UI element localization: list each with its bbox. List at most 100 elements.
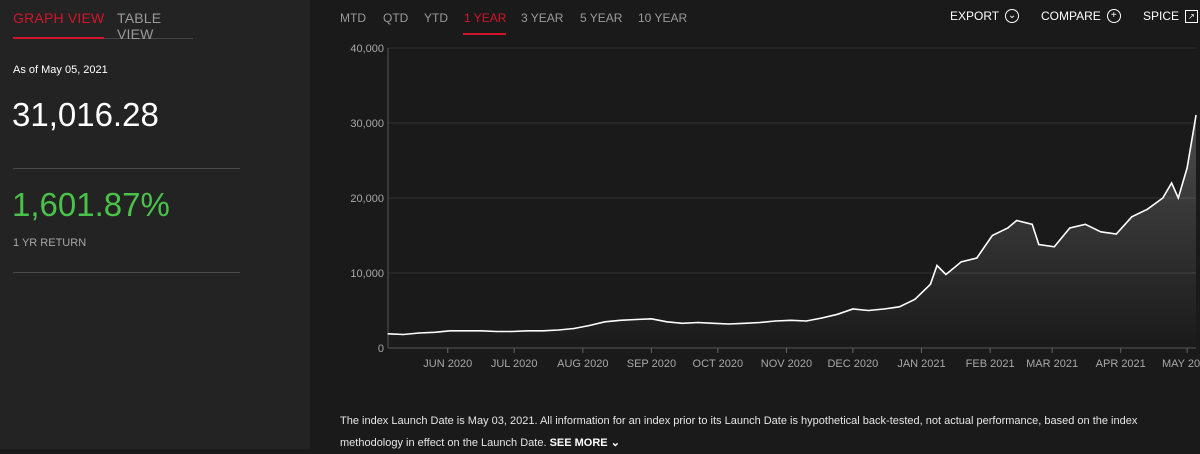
data-point [635, 318, 637, 321]
data-point [650, 317, 653, 320]
data-point [960, 260, 963, 263]
data-point [480, 329, 482, 332]
data-point [743, 322, 746, 325]
range-tab-10-year[interactable]: 10 YEAR [638, 11, 688, 25]
y-tick-label: 20,000 [350, 193, 384, 205]
divider [13, 272, 240, 273]
y-tick-label: 30,000 [350, 118, 384, 130]
range-tab-mtd[interactable]: MTD [340, 11, 366, 25]
x-tick-label: JAN 2021 [897, 358, 945, 370]
spice-button[interactable]: SPICE ↗ [1143, 9, 1199, 23]
export-button[interactable]: EXPORT ⌄ [950, 9, 1020, 23]
data-point [573, 327, 575, 330]
footnote-text: The index Launch Date is May 03, 2021. A… [340, 415, 1138, 449]
range-tab-5-year[interactable]: 5 YEAR [580, 11, 623, 25]
data-point [1007, 227, 1009, 229]
x-tick-label: FEB 2021 [966, 358, 1015, 370]
data-point [604, 320, 606, 323]
data-point [1069, 227, 1071, 229]
y-tick-label: 0 [378, 343, 384, 355]
see-more-link[interactable]: SEE MORE ⌄ [550, 437, 620, 449]
data-point [1100, 230, 1102, 233]
divider [13, 168, 240, 169]
data-point [557, 329, 560, 331]
data-point [991, 234, 994, 237]
data-point [836, 313, 839, 316]
range-tab-ytd[interactable]: YTD [424, 11, 448, 25]
data-point [867, 309, 870, 312]
data-point [1177, 197, 1180, 199]
data-point [1186, 167, 1188, 169]
data-point [936, 264, 938, 267]
compare-label: COMPARE [1041, 9, 1101, 23]
y-tick-label: 10,000 [350, 268, 384, 280]
data-point [1015, 219, 1018, 222]
data-point [1195, 114, 1197, 117]
data-point [511, 330, 513, 333]
export-label: EXPORT [950, 9, 1000, 23]
data-point [526, 329, 529, 332]
data-point [1031, 223, 1033, 226]
x-tick-label: DEC 2020 [827, 358, 878, 370]
tab-graph-view[interactable]: GRAPH VIEW [13, 10, 105, 39]
return-value: 1,601.87% [12, 186, 170, 223]
return-label: 1 YR RETURN [13, 237, 87, 249]
plus-icon: + [1106, 9, 1121, 23]
tab-table-view[interactable]: TABLE VIEW [117, 10, 162, 42]
data-point [774, 320, 777, 322]
data-point [728, 323, 730, 325]
y-tick-label: 40,000 [350, 43, 384, 55]
data-point [387, 332, 389, 335]
x-tick-label: NOV 2020 [761, 358, 812, 370]
data-point [1038, 243, 1040, 246]
data-point [464, 329, 467, 332]
spice-label: SPICE [1143, 9, 1180, 23]
data-point [852, 308, 854, 310]
range-tab-qtd[interactable]: QTD [383, 11, 409, 25]
data-point [1170, 182, 1173, 184]
data-point [697, 321, 699, 324]
x-tick-label: SEP 2020 [627, 358, 676, 370]
index-level: 31,016.28 [12, 96, 159, 133]
data-point [1053, 245, 1056, 248]
range-tab-1-year[interactable]: 1 YEAR [464, 11, 507, 25]
data-point [805, 320, 808, 322]
data-point [929, 283, 932, 286]
data-point [976, 257, 978, 259]
index-chart: 0 10,000 20,000 30,000 40,000 JUN 2020 JUL 20… [350, 43, 1200, 370]
view-tabs: GRAPH VIEW TABLE VIEW [13, 0, 193, 42]
data-point [418, 332, 420, 334]
data-point [433, 331, 436, 334]
data-point [1131, 215, 1133, 218]
x-tick-label: JUL 2020 [491, 358, 538, 370]
x-tick-label: OCT 2020 [693, 358, 744, 370]
data-point [495, 330, 498, 333]
data-point [619, 319, 622, 322]
data-point [898, 305, 901, 308]
data-point [790, 319, 792, 322]
see-more-label: SEE MORE [549, 437, 608, 449]
data-point [883, 308, 885, 310]
data-point [712, 322, 715, 325]
data-point [542, 329, 544, 332]
x-tick-label: MAY 2021 [1162, 358, 1200, 370]
data-point [945, 273, 947, 276]
active-range-indicator [463, 33, 506, 35]
x-tick-label: MAR 2021 [1026, 358, 1078, 370]
data-point [449, 329, 451, 332]
data-point [821, 317, 823, 319]
data-point [1084, 223, 1087, 226]
data-point [681, 322, 684, 325]
compare-button[interactable]: COMPARE + [1041, 9, 1121, 23]
chart-area-fill [388, 115, 1196, 349]
range-tab-3-year[interactable]: 3 YEAR [521, 11, 564, 25]
data-point [759, 321, 761, 324]
data-point [666, 320, 668, 323]
data-point [1115, 233, 1118, 235]
chevron-down-icon: ⌄ [1005, 9, 1020, 23]
chevron-down-icon: ⌄ [610, 437, 620, 449]
x-tick-label: JUN 2020 [423, 358, 472, 370]
summary-panel: GRAPH VIEW TABLE VIEW As of May 05, 2021… [0, 0, 310, 449]
data-point [1146, 208, 1149, 211]
data-point [914, 298, 916, 301]
